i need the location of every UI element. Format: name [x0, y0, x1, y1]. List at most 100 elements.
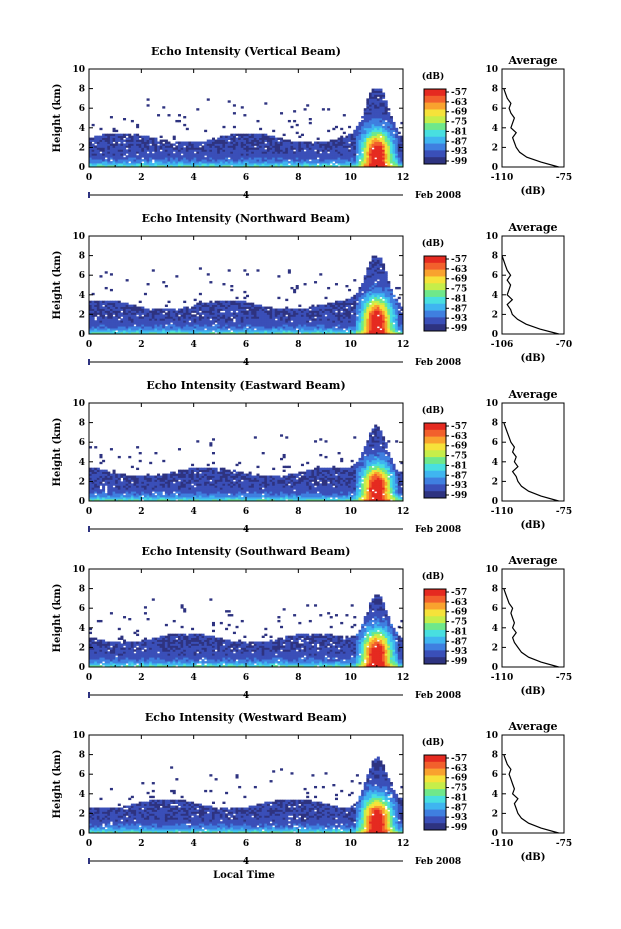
heatmap-cell	[261, 159, 265, 162]
heatmap-cell	[175, 483, 179, 486]
heatmap-cell	[376, 265, 380, 268]
heatmap-cell	[327, 326, 331, 329]
heatmap-cell	[251, 145, 255, 148]
heatmap-cell	[96, 310, 100, 313]
heatmap-cell	[366, 108, 370, 111]
heatmap-cell	[345, 155, 349, 158]
heatmap-cell	[384, 153, 388, 156]
heatmap-cell	[368, 123, 372, 127]
heatmap-cell	[264, 314, 268, 317]
heatmap-cell	[172, 163, 176, 166]
heatmap-cell	[392, 159, 396, 162]
heatmap-cell	[285, 326, 289, 329]
heatmap-cell	[225, 155, 229, 158]
heatmap-cell	[94, 324, 98, 327]
heatmap-cell	[162, 459, 166, 463]
heatmap-cell	[102, 314, 106, 317]
heatmap-cell	[384, 306, 388, 309]
heatmap-cell	[94, 485, 98, 488]
heatmap-cell	[253, 133, 257, 137]
heatmap-cell	[379, 292, 383, 296]
heatmap-cell	[219, 157, 223, 160]
heatmap-cell	[204, 318, 208, 321]
heatmap-cell	[146, 497, 150, 500]
heatmap-cell	[379, 155, 383, 158]
heatmap-cell	[172, 165, 176, 168]
heatmap-cell	[379, 257, 383, 260]
heatmap-cell	[107, 330, 111, 333]
heatmap-cell	[91, 123, 95, 127]
heatmap-cell	[392, 163, 396, 166]
heatmap-cell	[261, 147, 265, 150]
heatmap-cell	[248, 145, 252, 148]
heatmap-cell	[151, 153, 155, 156]
heatmap-cell	[104, 330, 108, 333]
heatmap-cell	[314, 310, 318, 313]
heatmap-cell	[99, 493, 103, 496]
heatmap-cell	[368, 330, 372, 333]
heatmap-cell	[397, 145, 401, 148]
heatmap-cell	[222, 157, 226, 160]
heatmap-cell	[371, 269, 375, 272]
heatmap-cell	[191, 149, 195, 152]
heatmap-cell	[389, 153, 393, 156]
heatmap-cell	[387, 281, 391, 284]
heatmap-cell	[332, 157, 336, 160]
heatmap-cell	[138, 330, 142, 333]
heatmap-cell	[185, 308, 189, 311]
heatmap-cell	[374, 121, 378, 125]
heatmap-cell	[395, 328, 399, 331]
heatmap-cell	[376, 119, 380, 123]
heatmap-cell	[387, 314, 391, 317]
heatmap-cell	[170, 318, 174, 321]
heatmap-cell	[159, 477, 163, 480]
heatmap-cell	[246, 318, 250, 321]
heatmap-cell	[109, 116, 113, 119]
heatmap-cell	[382, 265, 386, 268]
heatmap-cell	[219, 308, 223, 311]
heatmap-cell	[395, 302, 399, 305]
heatmap-cell	[96, 308, 100, 311]
heatmap-cell	[387, 155, 391, 158]
heatmap-cell	[395, 286, 399, 290]
heatmap-cell	[272, 147, 276, 150]
heatmap-cell	[94, 471, 98, 474]
heatmap-cell	[285, 330, 289, 333]
heatmap-cell	[361, 116, 365, 119]
heatmap-cell	[188, 312, 192, 315]
heatmap-cell	[382, 294, 386, 298]
heatmap-cell	[243, 320, 247, 323]
heatmap-cell	[363, 328, 367, 331]
heatmap-cell	[274, 320, 278, 323]
heatmap-cell	[219, 326, 223, 329]
heatmap-cell	[167, 143, 171, 146]
heatmap-cell	[146, 483, 150, 486]
heatmap-cell	[136, 477, 140, 480]
heatmap-cell	[253, 143, 257, 146]
heatmap-cell	[368, 151, 372, 154]
heatmap-cell	[379, 131, 383, 135]
heatmap-cell	[201, 491, 205, 494]
heatmap-cell	[191, 473, 195, 476]
heatmap-cell	[136, 446, 140, 449]
heatmap-cell	[253, 155, 257, 158]
heatmap-cell	[115, 165, 119, 168]
heatmap-cell	[303, 332, 307, 335]
heatmap-cell	[363, 298, 367, 302]
heatmap-cell	[329, 310, 333, 313]
heatmap-cell	[209, 328, 213, 331]
heatmap-cell	[206, 330, 210, 333]
heatmap-cell	[290, 312, 294, 315]
heatmap-cell	[162, 147, 166, 150]
heatmap-cell	[201, 487, 205, 490]
heatmap-cell	[371, 159, 375, 162]
heatmap-cell	[191, 163, 195, 166]
heatmap-cell	[387, 326, 391, 329]
heatmap-cell	[217, 157, 221, 160]
heatmap-cell	[303, 159, 307, 162]
heatmap-cell	[198, 497, 202, 500]
heatmap-cell	[340, 332, 344, 335]
heatmap-cell	[376, 286, 380, 290]
heatmap-cell	[211, 147, 215, 150]
heatmap-cell	[395, 147, 399, 150]
